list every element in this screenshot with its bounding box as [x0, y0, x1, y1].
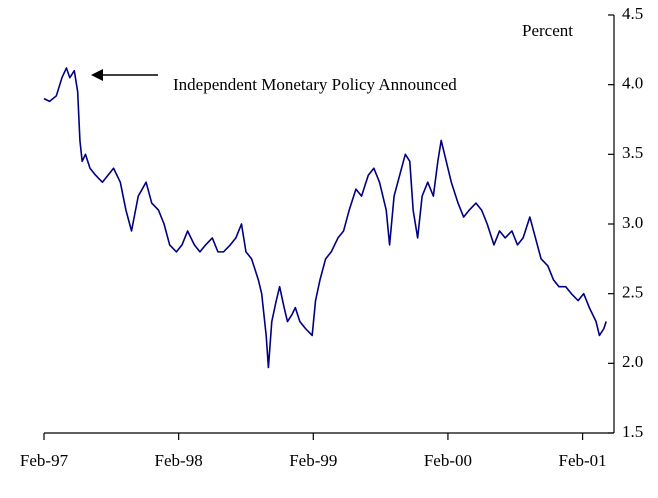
annotation: Independent Monetary Policy Announced	[173, 75, 457, 94]
x-tick-label: Feb-98	[155, 451, 203, 470]
x-tick-label: Feb-00	[424, 451, 472, 470]
y-tick-label: 1.5	[622, 422, 643, 441]
y-tick-label: 4.0	[622, 74, 643, 93]
y-tick-label: 2.5	[622, 283, 643, 302]
y-tick-label: 3.0	[622, 213, 643, 232]
line-series	[43, 67, 607, 369]
annotation-arrowhead	[91, 69, 103, 81]
y-tick-label: 4.5	[622, 4, 643, 23]
x-tick-label: Feb-99	[289, 451, 337, 470]
x-tick-label: Feb-97	[20, 451, 69, 470]
y-tick-label: 2.0	[622, 352, 643, 371]
x-tick-label: Feb-01	[558, 451, 606, 470]
y-axis-label: Percent	[522, 21, 573, 40]
y-tick-label: 3.5	[622, 143, 643, 162]
